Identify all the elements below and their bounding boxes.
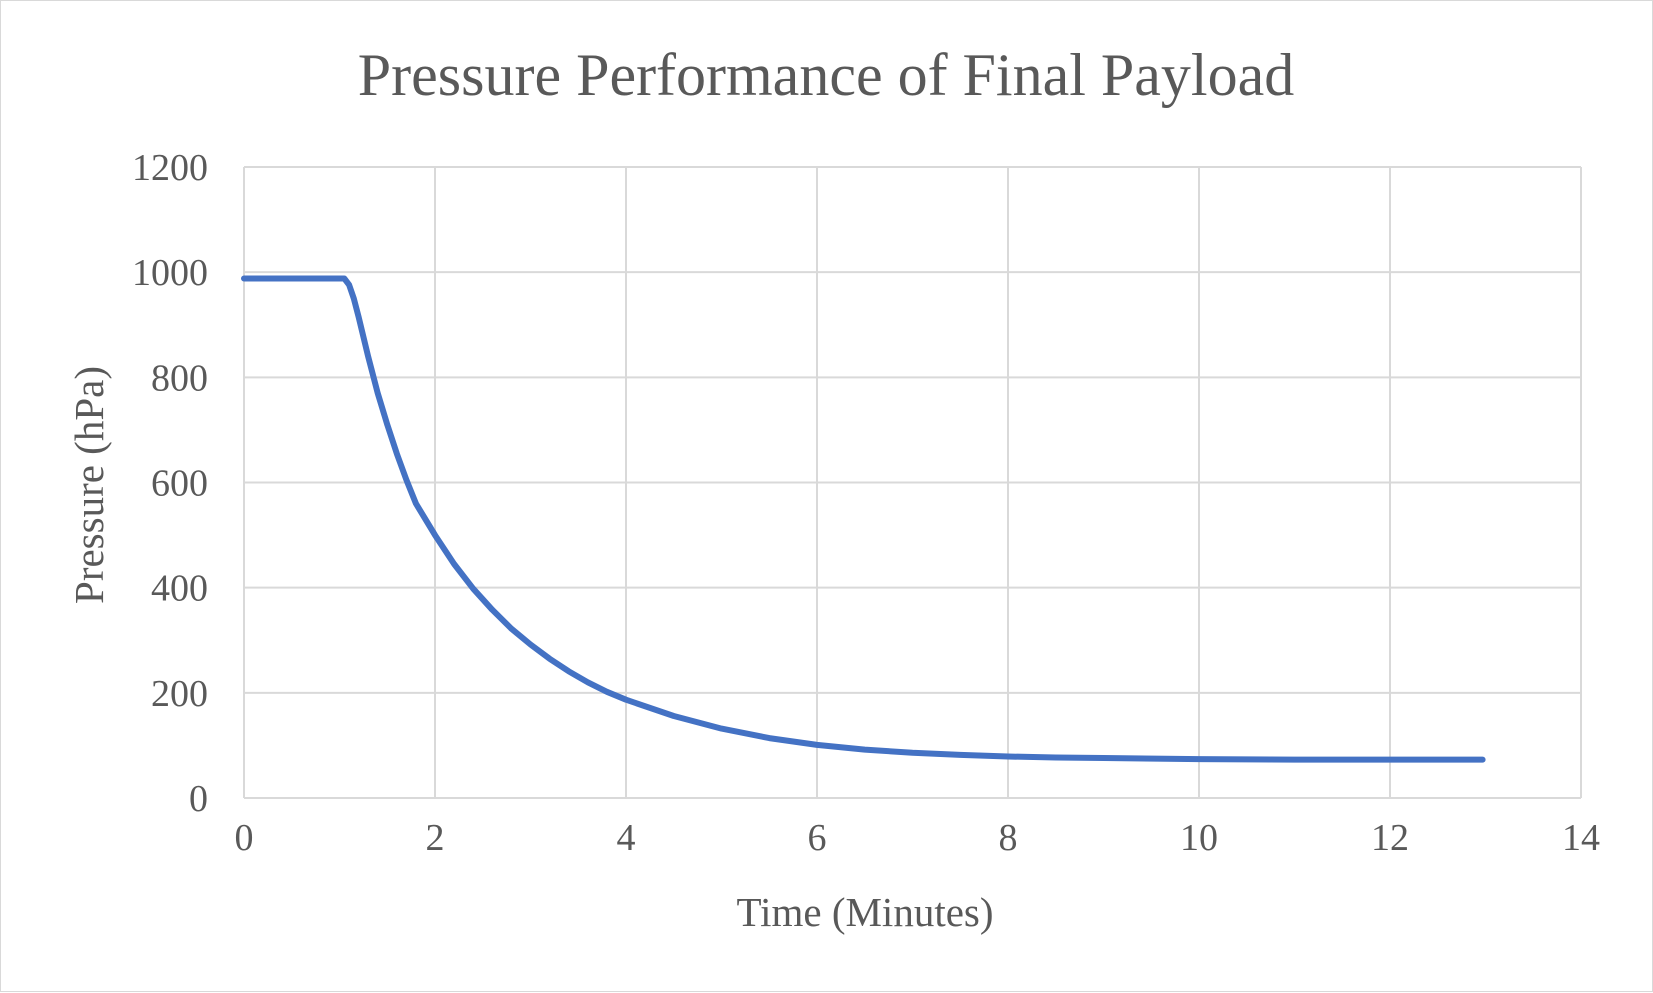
y-tick-label: 200	[151, 673, 208, 715]
x-tick-label: 8	[999, 817, 1018, 859]
y-tick-label: 400	[151, 568, 208, 610]
y-tick-label: 600	[151, 463, 208, 505]
x-tick-label: 4	[617, 817, 636, 859]
series-layer	[241, 275, 1486, 763]
y-tick-label: 800	[151, 357, 208, 399]
x-tick-label: 2	[426, 817, 445, 859]
y-tick-label: 0	[189, 778, 208, 820]
chart-title: Pressure Performance of Final Payload	[358, 42, 1294, 108]
y-axis-label: Pressure (hPa)	[66, 366, 112, 604]
x-tick-label: 0	[235, 817, 254, 859]
ticks-layer: 0 2 4 6 8 10 12 14 0 200 400 600 800 1000 1200	[132, 147, 1600, 859]
y-tick-label: 1200	[132, 147, 208, 189]
x-axis-label: Time (Minutes)	[736, 889, 993, 935]
x-tick-label: 10	[1180, 817, 1218, 859]
x-tick-label: 6	[808, 817, 827, 859]
pressure-series-line	[241, 275, 1486, 763]
grid-layer	[243, 166, 1582, 799]
x-tick-label: 14	[1562, 817, 1600, 859]
y-tick-label: 1000	[132, 252, 208, 294]
x-tick-label: 12	[1371, 817, 1409, 859]
